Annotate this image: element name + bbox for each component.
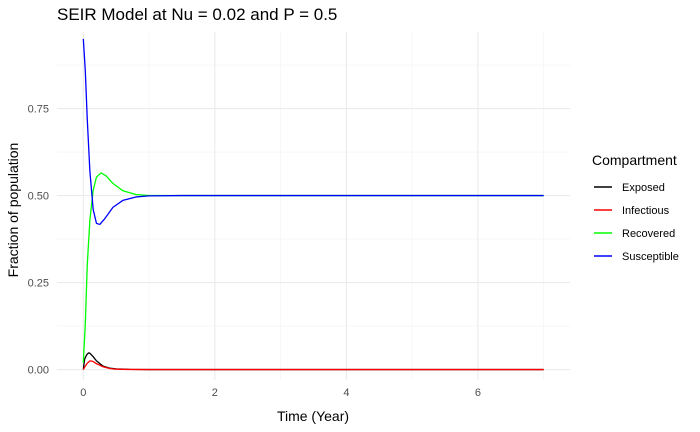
y-axis-title: Fraction of population: [5, 143, 21, 278]
legend-label-susceptible: Susceptible: [622, 251, 679, 263]
series-line-infectious: [82, 360, 544, 371]
x-tick-label: 0: [80, 387, 86, 399]
legend-label-exposed: Exposed: [622, 182, 665, 194]
x-axis-title: Time (Year): [277, 408, 349, 424]
legend-label-recovered: Recovered: [622, 228, 675, 240]
x-tick-label: 2: [212, 387, 218, 399]
series-line-susceptible: [82, 38, 544, 226]
y-tick-label: 0.00: [28, 365, 49, 377]
y-tick-label: 0.75: [28, 104, 49, 116]
chart-title: SEIR Model at Nu = 0.02 and P = 0.5: [57, 5, 337, 24]
legend-items: Exposed Infectious Recovered Susceptible: [594, 182, 679, 263]
series-lines: [82, 38, 544, 371]
legend-title: Compartment: [592, 152, 677, 168]
x-tick-label: 6: [475, 387, 481, 399]
series-line-recovered: [82, 172, 544, 363]
legend: Compartment Exposed Infectious Recovered Su…: [592, 152, 679, 263]
y-tick-label: 0.25: [28, 278, 49, 290]
y-tick-label: 0.50: [28, 191, 49, 203]
legend-label-infectious: Infectious: [622, 205, 670, 217]
series-line-exposed: [82, 352, 544, 371]
x-tick-label: 4: [343, 387, 349, 399]
tick-labels: 0 2 4 6 0.00 0.25 0.50 0.75: [28, 104, 481, 399]
grid: [57, 32, 570, 380]
